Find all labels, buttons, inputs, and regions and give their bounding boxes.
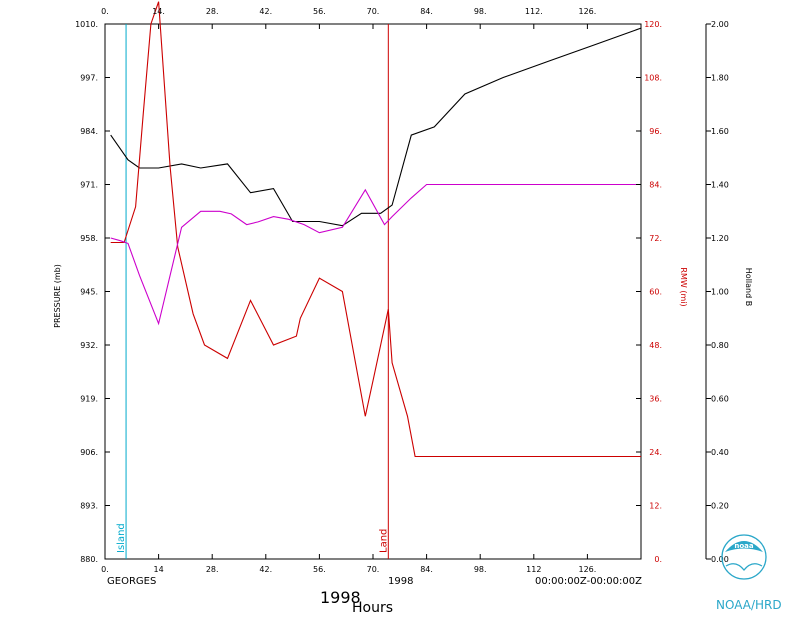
pressure-tick-label: 971.	[80, 181, 98, 190]
rmw-tick-label: 48.	[649, 341, 662, 350]
holland-b-tick-label: 0.20	[711, 502, 729, 511]
holland-b-tick-label: 2.00	[711, 20, 729, 29]
holland-b-tick-label: 0.40	[711, 448, 729, 457]
pressure-tick-label: 919.	[80, 395, 98, 404]
holland-b-tick-label: 1.20	[711, 234, 729, 243]
marker-label-island: Island	[116, 523, 127, 553]
axis-labels: PRESSURE (mb) RMW (mi) Holland B	[53, 264, 753, 328]
holland-b-tick-label: 1.60	[711, 127, 729, 136]
pressure-tick-label: 880.	[80, 555, 98, 564]
pressure-tick-label: 984.	[80, 127, 98, 136]
year-label-small: 1998	[388, 576, 413, 587]
x-tick-top-label: 56.	[313, 7, 326, 16]
holland-b-tick-label: 0.00	[711, 555, 729, 564]
time-range-label: 00:00:00Z-00:00:00Z	[535, 576, 642, 587]
year-label-large: 1998	[320, 588, 361, 607]
noaa-logo-icon: noaa	[721, 534, 767, 580]
x-tick-bottom-label: 0.	[101, 565, 109, 574]
rmw-tick-label: 24.	[649, 448, 662, 457]
pressure-tick-label: 997.	[80, 74, 98, 83]
data-series	[110, 1, 642, 458]
x-tick-bottom-label: 42.	[259, 565, 272, 574]
holland-b-tick-label: 0.60	[711, 395, 729, 404]
pressure-tick-label: 945.	[80, 288, 98, 297]
x-tick-bottom-label: 126.	[578, 565, 596, 574]
x-tick-top-label: 126.	[578, 7, 596, 16]
holland-b-tick-label: 1.80	[711, 74, 729, 83]
rmw-axis-title: RMW (mi)	[679, 267, 688, 306]
holland_b-series-line	[110, 183, 641, 326]
chart-frame	[104, 23, 707, 560]
plot-frame	[104, 23, 642, 560]
x-axis-label: Hours	[352, 600, 393, 616]
x-tick-top-label: 84.	[420, 7, 433, 16]
x-tick-bottom-label: 98.	[474, 565, 487, 574]
x-tick-bottom-label: 70.	[367, 565, 380, 574]
axis-ticks: 0. 0. 14. 14 28. 28. 42. 42. 56. 56. 70. 70. 84. 84. 9…	[75, 7, 729, 574]
pressure-tick-label: 906.	[80, 448, 98, 457]
pressure-series-line	[110, 27, 642, 227]
noaa-hrd-label: NOAA/HRD	[716, 598, 782, 612]
rmw-tick-label: 36.	[649, 395, 662, 404]
pressure-tick-label: 958.	[80, 234, 98, 243]
rmw-tick-label: 120.	[644, 20, 662, 29]
holland-b-tick-label: 1.40	[711, 181, 729, 190]
x-tick-top-label: 0.	[101, 7, 109, 16]
pressure-tick-label: 893.	[80, 502, 98, 511]
event-markers: Island Land	[116, 24, 389, 559]
x-tick-top-label: 70.	[367, 7, 380, 16]
rmw-tick-label: 108.	[644, 74, 662, 83]
marker-label-land: Land	[378, 529, 389, 553]
rmw-tick-label: 96.	[649, 127, 662, 136]
x-tick-bottom-label: 84.	[420, 565, 433, 574]
pressure-tick-label: 932.	[80, 341, 98, 350]
holland-b-axis-title: Holland B	[744, 268, 753, 306]
storm-name-label: GEORGES	[107, 576, 156, 587]
rmw-series-line	[110, 1, 641, 458]
rmw-tick-label: 84.	[649, 181, 662, 190]
x-tick-bottom-label: 14	[154, 565, 164, 574]
x-tick-top-label: 112.	[525, 7, 543, 16]
holland-b-tick-label: 0.80	[711, 341, 729, 350]
holland-b-tick-label: 1.00	[711, 288, 729, 297]
x-tick-top-label: 14.	[152, 7, 165, 16]
rmw-tick-label: 0.	[654, 555, 662, 564]
rmw-tick-label: 12.	[649, 502, 662, 511]
x-tick-bottom-label: 28.	[206, 565, 219, 574]
x-tick-top-label: 98.	[474, 7, 487, 16]
x-tick-top-label: 42.	[259, 7, 272, 16]
pressure-tick-label: 1010.	[75, 20, 98, 29]
rmw-tick-label: 72.	[649, 234, 662, 243]
x-tick-top-label: 28.	[206, 7, 219, 16]
x-tick-bottom-label: 56.	[313, 565, 326, 574]
rmw-tick-label: 60.	[649, 288, 662, 297]
pressure-axis-title: PRESSURE (mb)	[53, 264, 62, 328]
x-tick-bottom-label: 112	[526, 565, 541, 574]
noaa-logo-text: noaa	[734, 542, 754, 550]
